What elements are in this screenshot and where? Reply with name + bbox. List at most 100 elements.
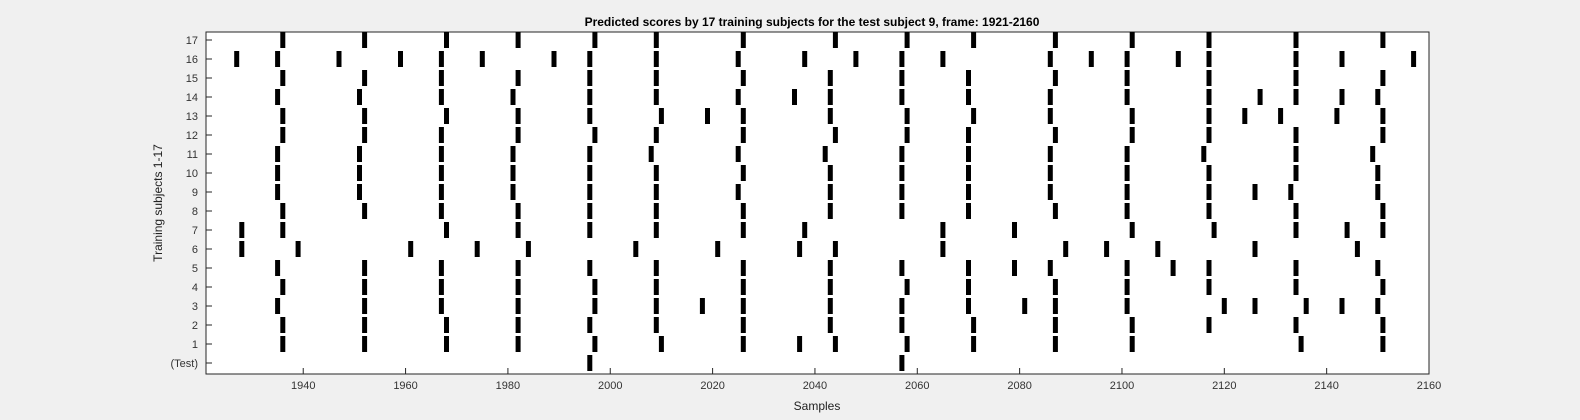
spike-mark xyxy=(1206,32,1212,48)
spike-mark xyxy=(832,336,838,352)
spike-mark xyxy=(1293,279,1299,295)
spike-mark xyxy=(653,51,659,67)
spike-mark xyxy=(1124,184,1130,200)
spike-mark xyxy=(904,108,910,124)
spike-mark xyxy=(966,127,971,143)
spike-mark xyxy=(735,51,741,67)
spike-mark xyxy=(444,317,449,333)
spike-mark xyxy=(362,279,368,295)
spike-mark xyxy=(899,184,905,200)
spike-mark xyxy=(740,203,746,219)
spike-mark xyxy=(1288,184,1294,200)
spike-mark xyxy=(280,127,286,143)
spike-mark xyxy=(362,298,368,314)
spike-mark xyxy=(827,89,833,105)
spike-mark xyxy=(515,298,521,314)
spike-mark xyxy=(653,32,659,48)
spike-mark xyxy=(966,89,971,105)
spike-mark xyxy=(1206,108,1212,124)
spike-mark xyxy=(1124,203,1130,219)
spike-mark xyxy=(966,146,971,162)
y-tick-label: 14 xyxy=(186,92,198,104)
spike-mark xyxy=(904,279,910,295)
y-tick-label: 9 xyxy=(192,187,198,199)
spike-mark xyxy=(1293,317,1299,333)
spike-mark xyxy=(1293,70,1299,86)
spike-mark xyxy=(832,241,838,257)
spike-mark xyxy=(827,298,833,314)
spike-mark xyxy=(438,260,444,276)
spike-mark xyxy=(822,146,828,162)
spike-mark xyxy=(1052,203,1058,219)
spike-mark xyxy=(587,51,593,67)
spike-mark xyxy=(1380,127,1386,143)
spike-mark xyxy=(239,222,245,238)
spike-mark xyxy=(438,127,444,143)
x-tick-label: 1940 xyxy=(291,380,315,392)
spike-mark xyxy=(740,70,746,86)
spike-mark xyxy=(899,146,905,162)
spike-mark xyxy=(592,127,598,143)
spike-mark xyxy=(1063,241,1069,257)
spike-mark xyxy=(904,32,910,48)
spike-mark xyxy=(904,336,910,352)
spike-mark xyxy=(940,51,946,67)
spike-mark xyxy=(1047,165,1053,181)
spike-mark xyxy=(515,317,521,333)
spike-mark xyxy=(275,146,281,162)
spike-mark xyxy=(474,241,480,257)
spike-mark xyxy=(653,165,659,181)
spike-mark xyxy=(234,51,240,67)
spike-mark xyxy=(966,70,971,86)
spike-mark xyxy=(899,260,905,276)
spike-mark xyxy=(515,108,521,124)
spike-mark xyxy=(648,146,654,162)
spike-mark xyxy=(1375,89,1381,105)
x-axis: 1940 1960 1980 2000 2020 2040 2060 2080 2100 2120… xyxy=(291,368,1441,392)
spike-mark xyxy=(438,70,444,86)
chart-title: Predicted scores by 17 training subjects… xyxy=(585,15,1040,29)
spike-mark xyxy=(515,203,521,219)
spike-mark xyxy=(653,298,659,314)
spike-mark xyxy=(280,108,286,124)
spike-mark xyxy=(592,298,598,314)
spike-mark xyxy=(275,298,281,314)
spike-mark xyxy=(1052,127,1058,143)
spike-mark xyxy=(1370,146,1376,162)
spike-mark xyxy=(1206,184,1212,200)
spike-mark xyxy=(971,317,977,333)
x-tick-label: 2140 xyxy=(1314,380,1338,392)
spike-mark xyxy=(587,317,593,333)
spike-mark xyxy=(280,336,286,352)
spike-mark xyxy=(587,70,593,86)
spike-mark xyxy=(515,127,521,143)
spike-mark xyxy=(899,70,905,86)
spike-mark xyxy=(1375,298,1381,314)
spike-mark xyxy=(510,146,516,162)
spike-mark xyxy=(510,89,516,105)
spike-mark xyxy=(438,279,444,295)
spike-mark xyxy=(1303,298,1309,314)
spike-mark xyxy=(1380,70,1386,86)
spike-mark xyxy=(587,184,593,200)
spike-mark xyxy=(515,336,521,352)
spike-mark xyxy=(515,32,521,48)
spike-mark xyxy=(280,203,286,219)
spike-mark xyxy=(740,260,746,276)
spike-mark xyxy=(362,260,368,276)
spike-mark xyxy=(275,89,281,105)
spike-mark xyxy=(1129,317,1135,333)
spike-mark xyxy=(280,32,286,48)
spike-mark xyxy=(408,241,414,257)
spike-mark xyxy=(1012,222,1017,238)
spike-mark xyxy=(827,279,833,295)
spike-mark xyxy=(966,184,971,200)
spike-mark xyxy=(1293,146,1299,162)
y-tick-label: 3 xyxy=(192,301,198,313)
spike-mark xyxy=(1124,165,1130,181)
spike-mark xyxy=(1278,108,1284,124)
spike-mark xyxy=(280,70,286,86)
spike-mark xyxy=(971,336,977,352)
spike-mark xyxy=(802,51,808,67)
spike-mark xyxy=(1129,108,1135,124)
